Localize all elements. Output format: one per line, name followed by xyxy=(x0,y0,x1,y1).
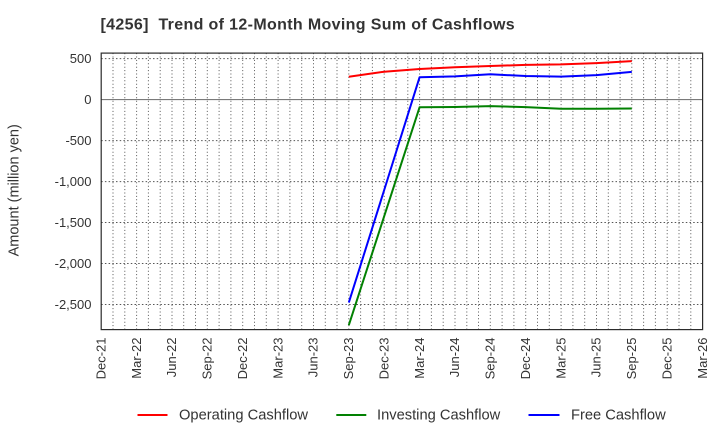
svg-text:Mar-25: Mar-25 xyxy=(553,338,568,379)
svg-text:Mar-26: Mar-26 xyxy=(695,338,710,379)
svg-text:Dec-25: Dec-25 xyxy=(659,338,674,380)
svg-text:-2,000: -2,000 xyxy=(55,256,92,271)
svg-text:Jun-25: Jun-25 xyxy=(589,338,604,378)
svg-text:Sep-25: Sep-25 xyxy=(624,338,639,380)
svg-text:Mar-23: Mar-23 xyxy=(270,338,285,379)
svg-text:Amount (million yen): Amount (million yen) xyxy=(6,124,22,256)
svg-text:-1,500: -1,500 xyxy=(55,215,92,230)
svg-text:Jun-23: Jun-23 xyxy=(306,338,321,378)
svg-text:Sep-24: Sep-24 xyxy=(483,338,498,380)
svg-text:-2,500: -2,500 xyxy=(55,297,92,312)
svg-text:-500: -500 xyxy=(65,133,91,148)
svg-text:Dec-23: Dec-23 xyxy=(376,338,391,380)
svg-text:-1,000: -1,000 xyxy=(55,174,92,189)
svg-text:Jun-22: Jun-22 xyxy=(164,338,179,378)
svg-text:Operating Cashflow: Operating Cashflow xyxy=(179,408,308,424)
svg-text:Dec-24: Dec-24 xyxy=(518,338,533,380)
svg-text:[4256] Trend of 12-Month Movi: [4256] Trend of 12-Month Moving Sum of C… xyxy=(101,16,516,33)
svg-text:Mar-24: Mar-24 xyxy=(412,338,427,379)
svg-text:Free Cashflow: Free Cashflow xyxy=(571,408,666,424)
svg-text:0: 0 xyxy=(84,92,91,107)
svg-text:Sep-23: Sep-23 xyxy=(341,338,356,380)
svg-text:Dec-22: Dec-22 xyxy=(235,338,250,380)
svg-text:Investing Cashflow: Investing Cashflow xyxy=(377,408,501,424)
svg-text:Jun-24: Jun-24 xyxy=(447,338,462,378)
svg-text:Dec-21: Dec-21 xyxy=(93,338,108,380)
svg-text:500: 500 xyxy=(70,51,92,66)
svg-text:Mar-22: Mar-22 xyxy=(129,338,144,379)
svg-text:Sep-22: Sep-22 xyxy=(200,338,215,380)
